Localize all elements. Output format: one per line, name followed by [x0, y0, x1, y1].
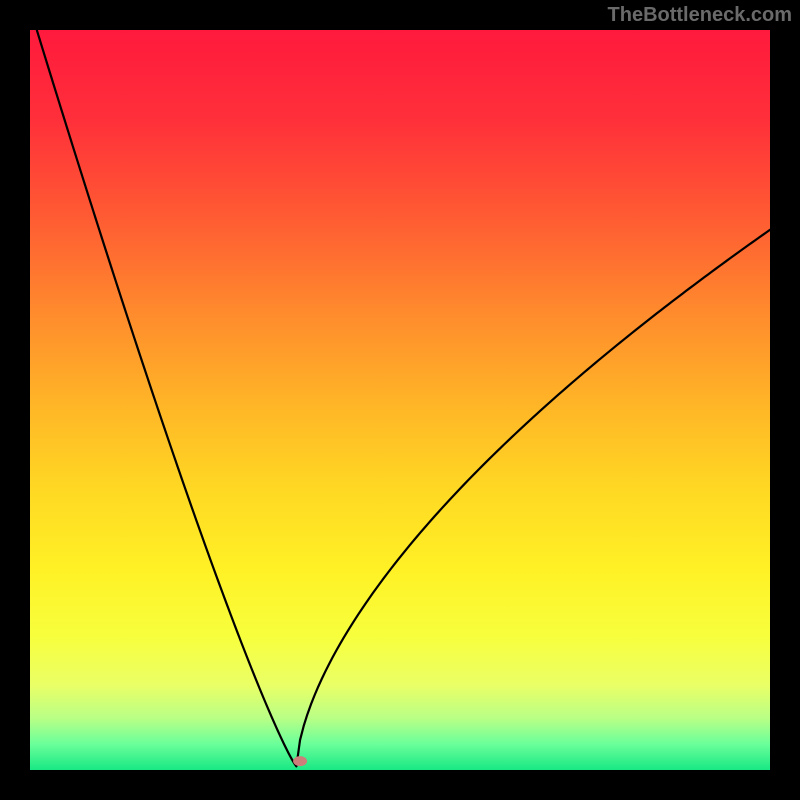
gradient-background — [30, 30, 770, 770]
minimum-marker — [293, 756, 307, 766]
chart-frame: TheBottleneck.com — [0, 0, 800, 800]
bottleneck-curve-chart — [30, 30, 770, 770]
plot-area — [30, 30, 770, 770]
watermark-text: TheBottleneck.com — [608, 4, 792, 27]
